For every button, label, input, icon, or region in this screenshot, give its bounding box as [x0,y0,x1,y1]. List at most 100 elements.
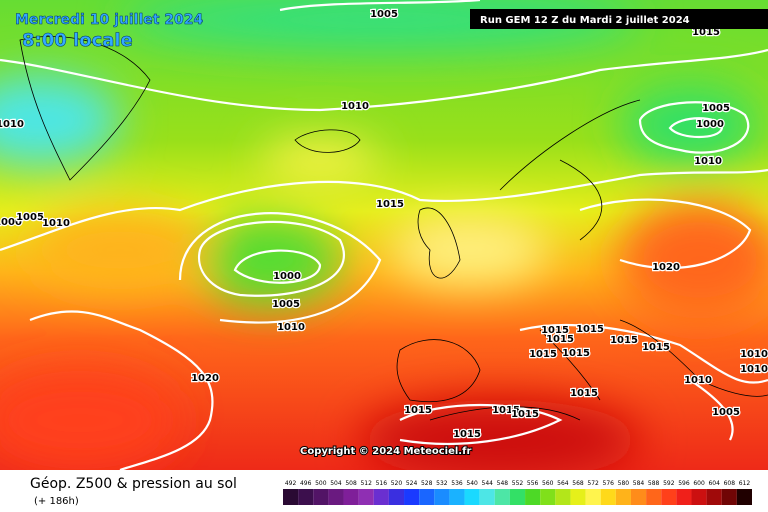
isobar-label: 1015 [692,27,720,38]
scale-label: 516 [376,480,388,487]
isobar-label: 1015 [492,405,520,416]
scale-swatch [283,489,299,505]
isobar-label: 1015 [511,409,539,420]
scale-swatch [434,489,450,505]
isobar-label: 1015 [541,325,569,336]
color-scale: 492 496 500 504 508 512 516 520 524 528 532 536 540 5… [283,480,752,505]
scale-label: 588 [648,480,660,487]
isobar-label: 1010 [0,119,24,130]
scale-label: 544 [482,480,494,487]
scale-swatch [540,489,556,505]
run-box [470,9,768,29]
copyright: Copyright © 2024 Meteociel.fr [300,446,471,457]
isobar-label: 1010 [740,349,768,360]
scale-swatch [721,489,737,505]
isobar-label: 1005 [702,103,730,114]
scale-swatch [449,489,465,505]
isobar-label: 1015 [453,429,481,440]
scale-swatch [676,489,692,505]
scale-label: 556 [527,480,539,487]
scale-swatch [661,489,677,505]
scale-label: 560 [542,480,554,487]
scale-swatch [404,489,420,505]
isobar-label: 1015 [570,388,598,399]
scale-label: 592 [663,480,675,487]
scale-swatch [328,489,344,505]
isobar-label: 1010 [684,375,712,386]
coastlines [19,35,768,421]
scale-swatch [479,489,495,505]
scale-swatch [736,489,752,505]
scale-label: 532 [436,480,448,487]
isobar-label: 1000 [696,119,724,130]
isobar-label: 1015 [576,324,604,335]
scale-label: 548 [497,480,509,487]
scale-swatch [600,489,616,505]
isobar-label: 1005 [370,9,398,20]
scale-label: 568 [572,480,584,487]
isobar-label: 1010 [740,364,768,375]
scale-label: 608 [724,480,736,487]
scale-swatch [298,489,314,505]
scale-swatch [630,489,647,505]
isobar-label: 1015 [376,199,404,210]
isobar-label: 1015 [404,405,432,416]
isobar-label: 1010 [341,101,369,112]
scale-label: 536 [451,480,463,487]
scale-label: 596 [678,480,690,487]
scale-label: 604 [708,480,720,487]
forecast-time: 8:00 locale [22,30,133,51]
isobar-label: 1010 [42,218,70,229]
scale-label: 580 [618,480,630,487]
scale-label: 600 [693,480,705,487]
isobar-label: 1005 [16,212,44,223]
forecast-date: Mercredi 10 juillet 2024 [15,12,204,28]
scale-label: 524 [406,480,418,487]
isobar-label: 1015 [546,334,574,345]
legend-subtitle: (+ 186h) [34,496,79,507]
scale-swatch [419,489,435,505]
scale-swatch [585,489,601,505]
scale-swatch [373,489,389,505]
isobar-label: 1020 [191,373,219,384]
isobar-labels: 1005101510101010100510001010101510001005… [0,8,768,442]
scale-label: 552 [512,480,524,487]
scale-label: 520 [391,480,403,487]
scale-swatch [343,489,359,505]
scale-label: 612 [739,480,751,487]
scale-label: 504 [330,480,342,487]
scale-swatch [358,489,374,505]
scale-label: 492 [285,480,297,487]
isobar-label: 1015 [529,349,557,360]
scale-swatch [509,489,526,505]
isobar-label: 1005 [712,407,740,418]
isobar-label: 1015 [562,348,590,359]
isobar-label: 1020 [652,262,680,273]
legend-title: Géop. Z500 & pression au sol [30,476,237,492]
scale-label: 564 [557,480,569,487]
isobar-label: 1005 [272,299,300,310]
scale-swatch [494,489,510,505]
field [0,0,768,480]
scale-label: 540 [466,480,478,487]
scale-swatch [570,489,586,505]
isobar-label: 1015 [610,335,638,346]
scale-swatch [615,489,631,505]
scale-label: 576 [603,480,615,487]
isobar-label: 1015 [642,342,670,353]
scale-swatch [646,489,662,505]
scale-swatch [313,489,329,505]
scale-swatch [555,489,571,505]
scale-swatch [464,489,480,505]
scale-swatch [388,489,405,505]
isobar-label: 1000 [0,217,22,228]
scale-swatch [525,489,541,505]
isobar-label: 1010 [277,322,305,333]
scale-label: 512 [360,480,372,487]
isobars [0,0,768,470]
isobar-label: 1000 [273,271,301,282]
scale-label: 508 [345,480,357,487]
scale-label: 528 [421,480,433,487]
scale-label: 572 [587,480,599,487]
